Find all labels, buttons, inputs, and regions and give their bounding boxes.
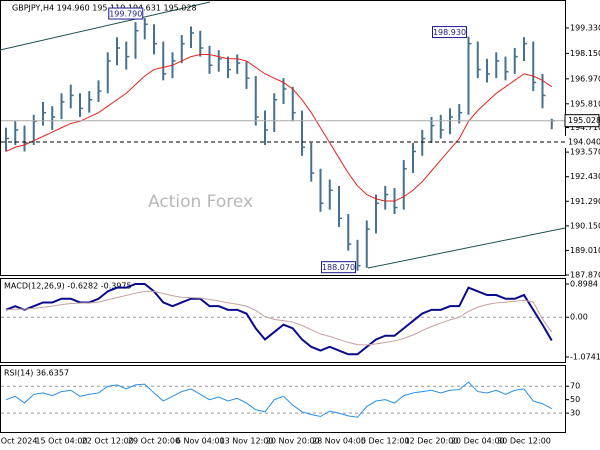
x-tick-label: 29 Oct 20:00: [128, 437, 180, 446]
y-tick-label: 194.710: [570, 123, 600, 132]
level-label: 194.040: [568, 137, 600, 146]
indicator-line: [5, 290, 553, 346]
x-tick-label: 6 Nov 04:00: [176, 437, 225, 446]
level-box: [565, 135, 599, 148]
trend-line: [367, 227, 566, 269]
indicator-line: [5, 381, 552, 418]
y-tick-label: 192.430: [570, 172, 600, 181]
annotation-box: [108, 7, 144, 20]
chart-title: GBPJPY,H4 194.960 195.119 194.631 195.02…: [12, 4, 197, 13]
x-tick-label: 7 Oct 2024: [0, 437, 37, 446]
y-tick-label: 196.970: [570, 74, 600, 83]
y-tick-label: 0.00: [570, 313, 588, 322]
x-tick-label: 12 Dec 20:00: [405, 437, 459, 446]
x-tick-label: 28 Nov 04:00: [312, 437, 366, 446]
chart-title: RSI(14) 36.6357: [4, 369, 69, 378]
last-price-box: [564, 114, 600, 128]
indicator-line: [5, 282, 553, 356]
y-tick-label: 199.330: [570, 23, 600, 32]
price-panel: [0, 0, 566, 276]
x-tick-label: 22 Oct 12:00: [82, 437, 134, 446]
trend-line: [0, 1, 211, 51]
y-tick-label: 191.290: [570, 197, 600, 206]
last-price-label: 195.028: [568, 116, 600, 125]
x-tick-label: 30 Dec 12:00: [497, 437, 551, 446]
y-tick-label: 193.570: [570, 148, 600, 157]
y-tick-label: 189.010: [570, 246, 600, 255]
x-tick-label: 20 Dec 04:00: [451, 437, 505, 446]
annotation-box: [321, 261, 356, 274]
y-tick-label: -1.0741: [570, 353, 600, 362]
rsi-panel: [0, 365, 566, 433]
macd-panel: [0, 278, 566, 363]
x-tick-label: 15 Oct 04:00: [35, 437, 87, 446]
x-tick-label: 5 Dec 12:00: [361, 437, 410, 446]
y-tick-label: 30: [570, 409, 580, 418]
y-tick-label: 187.870: [570, 271, 600, 280]
y-tick-label: 190.150: [570, 221, 600, 230]
annotation-label: 198.930: [433, 28, 466, 37]
x-tick-label: 13 Nov 12:00: [220, 437, 274, 446]
y-tick-label: 195.810: [570, 99, 600, 108]
watermark: Action Forex: [148, 192, 253, 212]
chart-title: MACD(12,26,9) -0.6282 -0.3975: [4, 282, 132, 291]
annotation-label: 199.790: [109, 10, 142, 19]
y-tick-label: 198.150: [570, 49, 600, 58]
x-tick-label: 20 Nov 20:00: [266, 437, 320, 446]
y-tick-label: 70: [570, 382, 580, 391]
y-tick-label: 50: [570, 395, 580, 404]
y-tick-label: 0.8984: [570, 279, 598, 288]
annotation-label: 188.070: [322, 263, 355, 272]
indicator-line: [5, 53, 553, 202]
annotation-box: [432, 26, 467, 39]
